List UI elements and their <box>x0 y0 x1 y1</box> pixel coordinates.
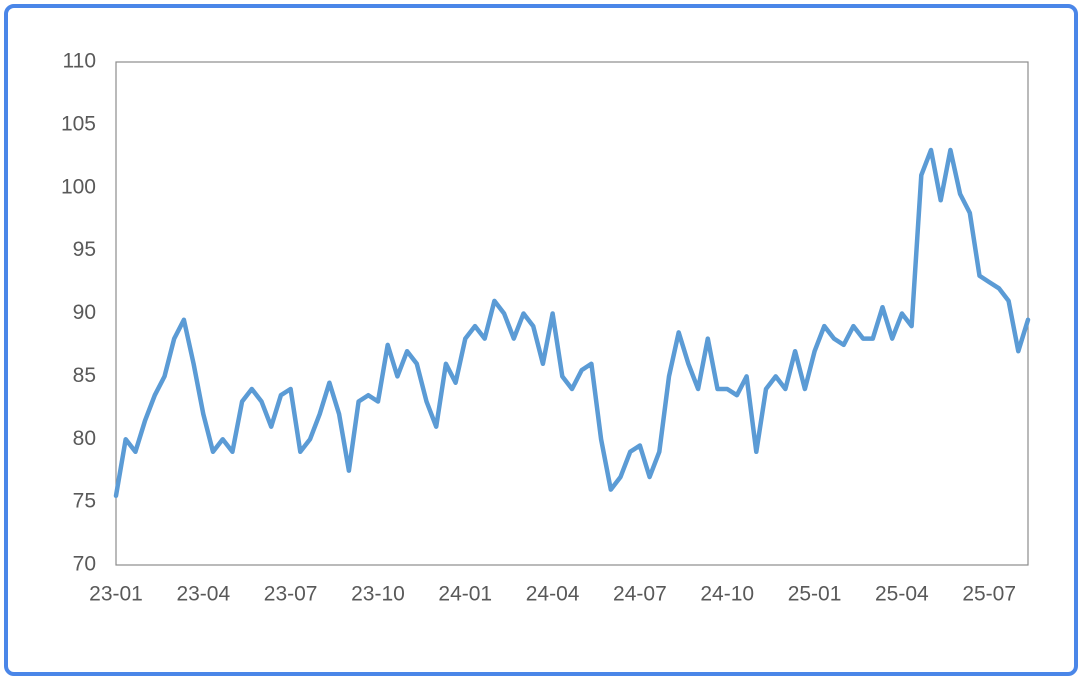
y-tick-label: 75 <box>73 490 96 513</box>
y-tick-label: 100 <box>61 175 96 198</box>
x-tick-label: 25-07 <box>962 583 1016 606</box>
x-tick-label: 24-07 <box>613 583 667 606</box>
y-tick-label: 95 <box>73 238 96 261</box>
y-tick-label: 80 <box>73 427 96 450</box>
x-tick-label: 23-01 <box>89 583 143 606</box>
x-tick-label: 25-01 <box>788 583 842 606</box>
x-tick-label: 23-04 <box>176 583 230 606</box>
y-tick-label: 85 <box>73 364 96 387</box>
frame <box>4 4 1078 676</box>
plot-area <box>115 61 1029 566</box>
x-tick-label: 24-01 <box>438 583 492 606</box>
y-tick-label: 105 <box>61 112 96 135</box>
x-tick-label: 25-04 <box>875 583 929 606</box>
x-tick-label: 24-04 <box>526 583 580 606</box>
y-tick-label: 70 <box>73 553 96 576</box>
y-tick-label: 90 <box>73 301 96 324</box>
line-series <box>113 147 1031 499</box>
x-tick-label: 23-07 <box>264 583 318 606</box>
y-tick-label: 110 <box>63 50 96 73</box>
x-tick-label: 24-10 <box>700 583 754 606</box>
x-tick-label: 23-10 <box>351 583 405 606</box>
